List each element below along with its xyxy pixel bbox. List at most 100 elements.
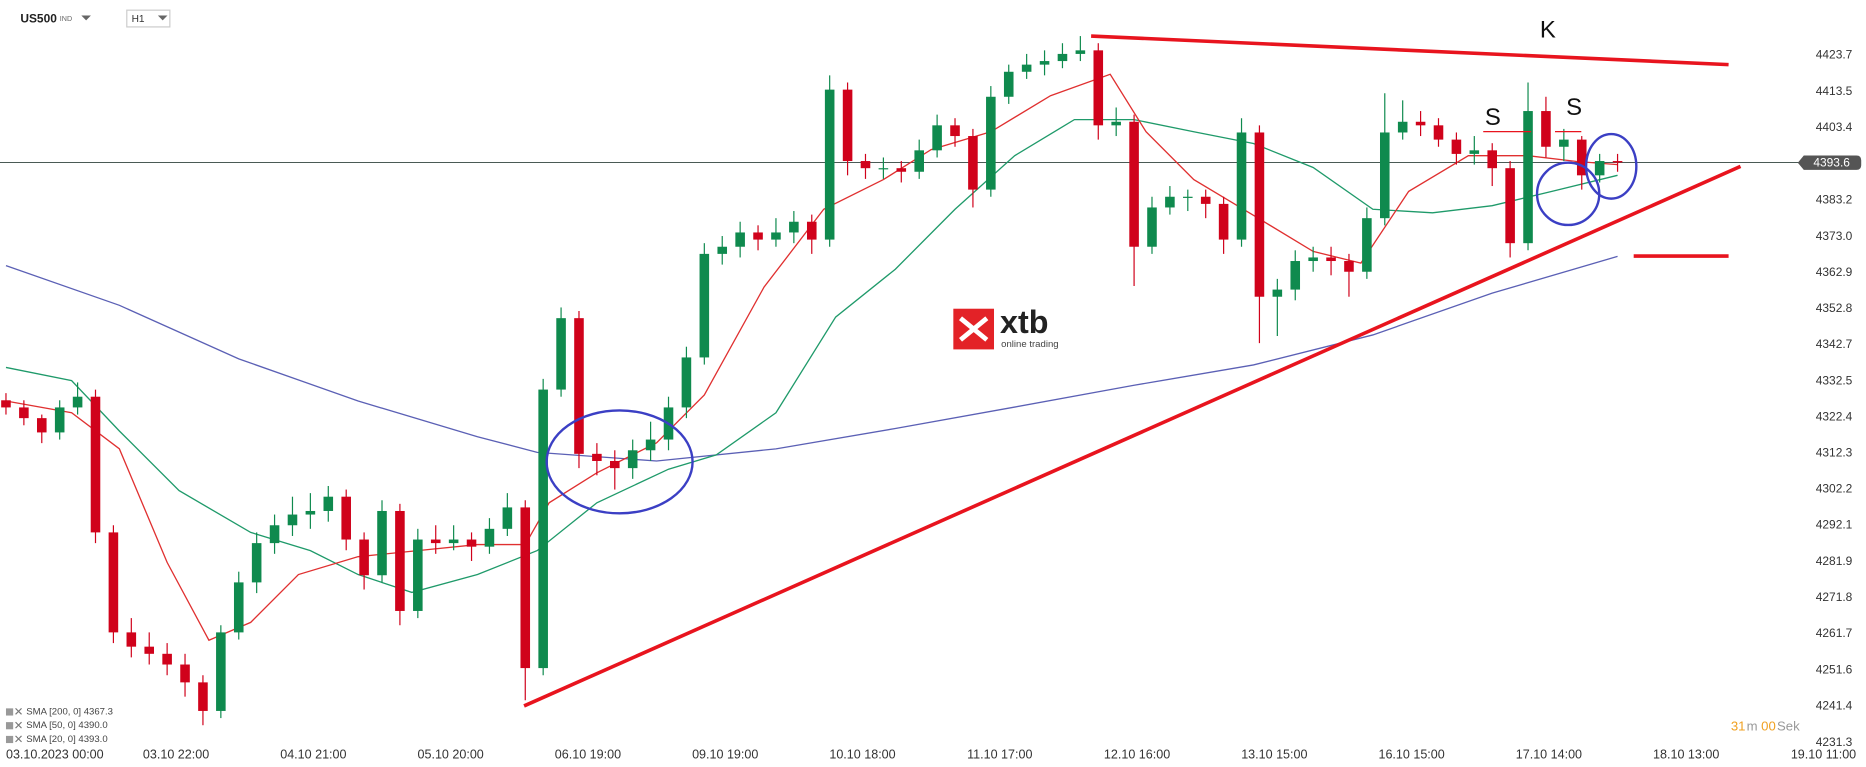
candle-layer (1, 36, 1623, 726)
candle-body (323, 496, 334, 511)
x-tick-label: 17.10 14:00 (1516, 747, 1582, 761)
header: US500 IND H1 (20, 9, 171, 28)
x-tick-label: 12.10 16:00 (1104, 747, 1170, 761)
candle-body (627, 450, 638, 469)
candle-body (1290, 261, 1301, 290)
candle-body (753, 232, 763, 240)
legend: SMA [200, 0] 4367.3 SMA [50, 0] 4390.0 SMA… (5, 706, 113, 745)
x-tick-label: 13.10 15:00 (1241, 747, 1307, 761)
y-tick-label: 4423.7 (1816, 48, 1853, 62)
y-tick-label: 4302.2 (1816, 482, 1853, 496)
dropdown-arrow[interactable] (81, 15, 91, 21)
candle-body (126, 632, 137, 647)
candle-body (538, 389, 548, 669)
candle-body (1003, 71, 1014, 97)
logo-tagline: online trading (1001, 339, 1058, 350)
candle-body (36, 418, 47, 433)
candle-body (54, 407, 65, 433)
candle-body (1272, 289, 1283, 297)
legend-icon (5, 708, 14, 716)
candle-body (1415, 121, 1426, 126)
candle-body (1362, 218, 1372, 272)
sma-line (5, 255, 1618, 462)
pattern-label: S (1485, 104, 1501, 131)
candle-body (108, 532, 119, 633)
y-tick-label: 4383.2 (1816, 192, 1853, 206)
candle-body (824, 89, 835, 240)
candle-body (287, 514, 298, 526)
legend-remove (15, 707, 22, 715)
candle-body (1523, 111, 1533, 244)
candle-body (520, 507, 531, 669)
x-tick-label: 06.10 19:00 (555, 747, 621, 761)
candle-body (1021, 64, 1032, 72)
x-tick-label: 10.10 18:00 (829, 747, 895, 761)
candle-body (1200, 196, 1211, 204)
candle-body (1505, 168, 1515, 244)
candle-body (645, 439, 656, 451)
candle-body (448, 539, 459, 544)
x-tick-label: 04.10 21:00 (280, 747, 346, 761)
candle-body (681, 357, 692, 408)
x-tick-label: 09.10 19:00 (692, 747, 758, 761)
x-tick-label: 19.10 11:00 (1791, 747, 1856, 761)
candle-body (1093, 50, 1104, 126)
candle-body (359, 539, 369, 576)
candle-body (1397, 121, 1408, 133)
timer-minutes-unit: m (1747, 719, 1758, 734)
candle-body (878, 168, 889, 170)
candle-body (574, 318, 584, 454)
candle-body (1254, 132, 1265, 297)
candle-body (806, 221, 817, 240)
candle-body (251, 543, 262, 583)
candle-body (1594, 161, 1605, 176)
candle-body (1576, 139, 1587, 176)
candle-body (180, 664, 190, 683)
candle-body (1612, 161, 1623, 163)
timer-seconds-unit: Sek (1777, 719, 1800, 734)
candle-body (90, 396, 101, 533)
candle-body (610, 460, 620, 469)
candle-body (1039, 61, 1050, 65)
y-tick-label: 4332.5 (1816, 373, 1853, 387)
y-tick-label: 4403.4 (1816, 120, 1853, 134)
candle-body (502, 507, 513, 529)
candle-body (914, 150, 924, 172)
y-tick-label: 4271.8 (1816, 590, 1853, 604)
legend-icon (5, 735, 14, 744)
highlight-circle (1535, 161, 1601, 227)
x-tick-label: 11.10 17:00 (967, 747, 1032, 761)
candle-body (950, 125, 960, 137)
pattern-label: S (1566, 94, 1582, 121)
y-tick-label: 4231.3 (1816, 735, 1853, 749)
candle-body (1559, 139, 1569, 147)
candle-body (484, 528, 495, 547)
legend-label: SMA [200, 0] 4367.3 (26, 706, 113, 717)
candle-body (842, 89, 853, 162)
candle-body (1057, 53, 1068, 62)
y-tick-label: 4292.1 (1816, 518, 1853, 532)
candle-body (1344, 261, 1354, 272)
legend-remove (15, 735, 22, 743)
candle-body (1469, 150, 1480, 154)
highlight-circle (545, 409, 694, 515)
y-tick-label: 4373.0 (1816, 229, 1853, 243)
candle-body (771, 232, 781, 240)
candle-body (1165, 196, 1175, 208)
axis-layer: 4393.6 4423.7 4413.5 4403.4 4383.2 4373.0 436… (6, 48, 1862, 761)
candle-body (968, 136, 978, 190)
candle-body (556, 318, 566, 390)
y-tick-label: 4312.3 (1816, 446, 1853, 460)
candle-body (1487, 150, 1498, 169)
candle-body (932, 125, 942, 151)
candle-body (1183, 196, 1193, 198)
legend-remove (15, 721, 22, 729)
drawing-layer: S K S (523, 16, 1742, 708)
candle-body (860, 161, 871, 169)
x-tick-label: 05.10 20:00 (418, 747, 484, 761)
timeframe-select[interactable] (126, 9, 171, 28)
candle-body (717, 246, 728, 254)
x-tick-label: 16.10 15:00 (1378, 747, 1444, 761)
timeframe: H1 (132, 14, 145, 25)
candle-body (1451, 139, 1462, 154)
